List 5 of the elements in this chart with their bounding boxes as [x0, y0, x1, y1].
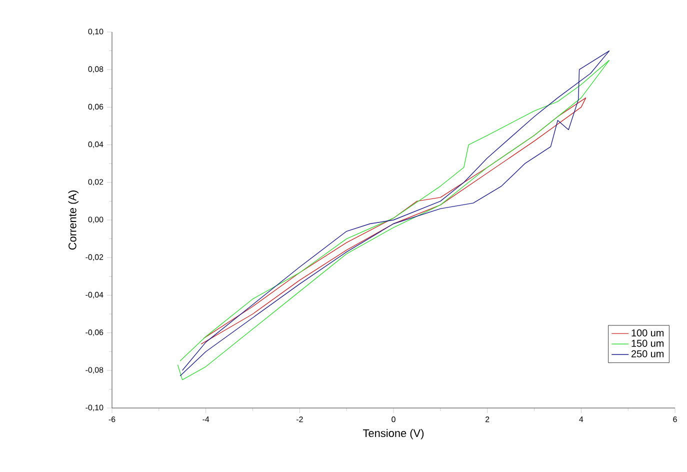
- y-axis-title: Corrente (A): [68, 190, 78, 250]
- legend-label: 150 um: [632, 340, 664, 347]
- x-axis-title: Tensione (V): [362, 429, 424, 440]
- legend-label: 100 um: [632, 329, 664, 336]
- legend-label: 250 um: [631, 350, 664, 358]
